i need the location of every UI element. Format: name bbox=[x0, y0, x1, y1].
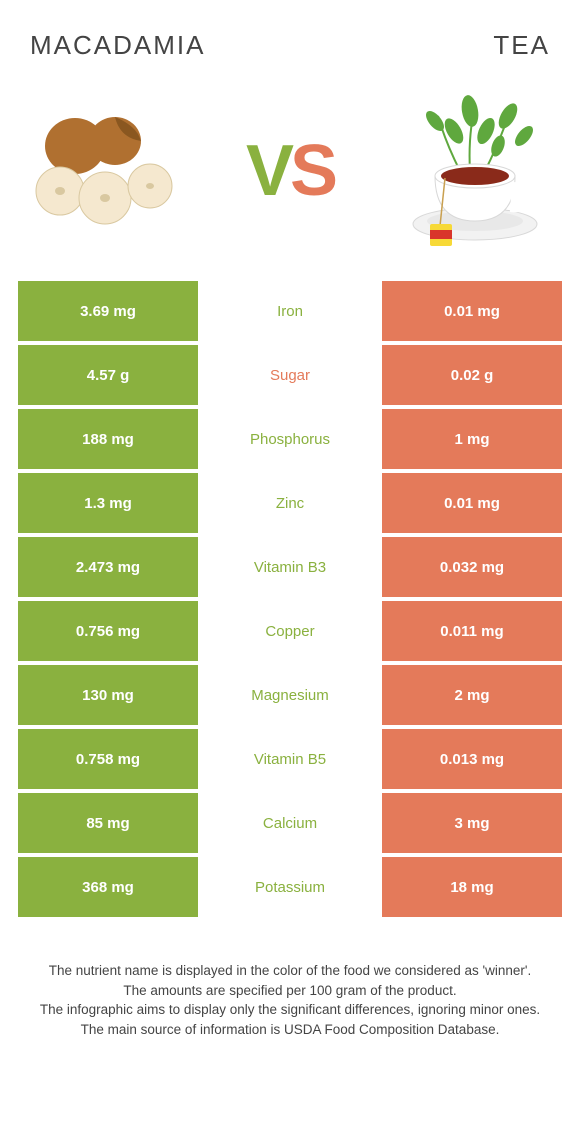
title-left: MACADAMIA bbox=[30, 30, 205, 61]
footer: The nutrient name is displayed in the co… bbox=[0, 921, 580, 1039]
value-right: 0.032 mg bbox=[382, 537, 562, 597]
nutrient-row: 368 mgPotassium18 mg bbox=[18, 857, 562, 917]
vs-label: VS bbox=[246, 135, 334, 207]
footer-line-2: The amounts are specified per 100 gram o… bbox=[24, 981, 556, 1001]
value-left: 4.57 g bbox=[18, 345, 198, 405]
value-right: 0.011 mg bbox=[382, 601, 562, 661]
value-right: 0.01 mg bbox=[382, 281, 562, 341]
value-right: 0.02 g bbox=[382, 345, 562, 405]
value-left: 130 mg bbox=[18, 665, 198, 725]
footer-line-4: The main source of information is USDA F… bbox=[24, 1020, 556, 1040]
tea-image bbox=[390, 86, 560, 256]
nutrient-table: 3.69 mgIron0.01 mg4.57 gSugar0.02 g188 m… bbox=[0, 281, 580, 917]
nutrient-row: 4.57 gSugar0.02 g bbox=[18, 345, 562, 405]
value-left: 188 mg bbox=[18, 409, 198, 469]
nutrient-row: 188 mgPhosphorus1 mg bbox=[18, 409, 562, 469]
value-left: 2.473 mg bbox=[18, 537, 198, 597]
nutrient-label: Copper bbox=[198, 601, 382, 661]
nutrient-label: Zinc bbox=[198, 473, 382, 533]
value-right: 1 mg bbox=[382, 409, 562, 469]
value-right: 2 mg bbox=[382, 665, 562, 725]
value-left: 85 mg bbox=[18, 793, 198, 853]
nutrient-label: Vitamin B3 bbox=[198, 537, 382, 597]
title-right: TEA bbox=[493, 30, 550, 61]
nutrient-label: Magnesium bbox=[198, 665, 382, 725]
nutrient-row: 85 mgCalcium3 mg bbox=[18, 793, 562, 853]
value-left: 3.69 mg bbox=[18, 281, 198, 341]
nutrient-label: Potassium bbox=[198, 857, 382, 917]
nutrient-row: 3.69 mgIron0.01 mg bbox=[18, 281, 562, 341]
value-left: 0.756 mg bbox=[18, 601, 198, 661]
nutrient-label: Sugar bbox=[198, 345, 382, 405]
footer-line-1: The nutrient name is displayed in the co… bbox=[24, 961, 556, 981]
value-left: 368 mg bbox=[18, 857, 198, 917]
value-left: 0.758 mg bbox=[18, 729, 198, 789]
header: MACADAMIA TEA bbox=[0, 0, 580, 71]
nutrient-row: 0.756 mgCopper0.011 mg bbox=[18, 601, 562, 661]
value-right: 0.01 mg bbox=[382, 473, 562, 533]
value-left: 1.3 mg bbox=[18, 473, 198, 533]
nutrient-label: Calcium bbox=[198, 793, 382, 853]
nutrient-label: Iron bbox=[198, 281, 382, 341]
value-right: 3 mg bbox=[382, 793, 562, 853]
footer-line-3: The infographic aims to display only the… bbox=[24, 1000, 556, 1020]
hero: VS bbox=[0, 71, 580, 281]
value-right: 0.013 mg bbox=[382, 729, 562, 789]
nutrient-row: 0.758 mgVitamin B50.013 mg bbox=[18, 729, 562, 789]
value-right: 18 mg bbox=[382, 857, 562, 917]
vs-s: S bbox=[290, 131, 334, 211]
nutrient-row: 2.473 mgVitamin B30.032 mg bbox=[18, 537, 562, 597]
macadamia-image bbox=[20, 86, 190, 256]
vs-v: V bbox=[246, 131, 290, 211]
nutrient-label: Phosphorus bbox=[198, 409, 382, 469]
nutrient-row: 1.3 mgZinc0.01 mg bbox=[18, 473, 562, 533]
nutrient-label: Vitamin B5 bbox=[198, 729, 382, 789]
nutrient-row: 130 mgMagnesium2 mg bbox=[18, 665, 562, 725]
